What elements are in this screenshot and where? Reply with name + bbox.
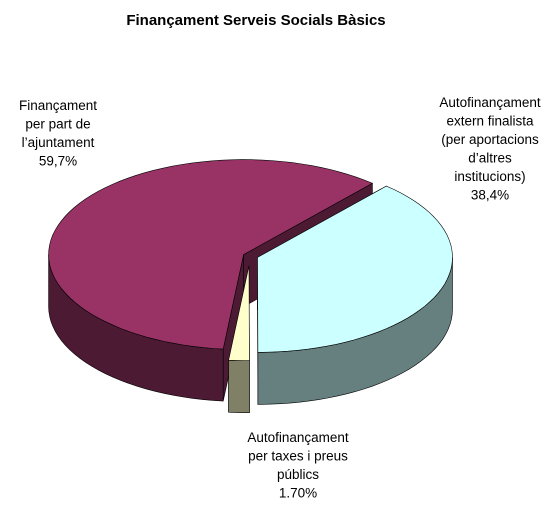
slice-label-0-line-3: 59,7% [39, 154, 77, 169]
chart-title: Finançament Serveis Socials Bàsics [126, 12, 385, 29]
slice-label-2-line-3: 1.70% [279, 486, 317, 501]
slice-label-1-line-2: (per aportacions [441, 132, 539, 147]
slice-label-0: Finançament per part de l’ajuntament 59,7% [19, 98, 97, 169]
slice-label-1-line-4: institucions) [454, 169, 525, 184]
slice-label-0-line-2: l’ajuntament [22, 135, 95, 150]
slice-label-2-line-2: públics [277, 467, 319, 482]
slice-label-2-line-1: per taxes i preus [248, 449, 348, 464]
slice-label-2: Autofinançament per taxes i preus públics 1… [247, 430, 349, 501]
slice-label-1: Autofinançament extern finalista (per apor… [439, 95, 541, 203]
slice-label-0-line-1: per part de [25, 117, 90, 132]
slice-label-1-line-3: d’altres [468, 151, 512, 166]
slice-label-0-line-0: Finançament [19, 98, 97, 113]
pie-slice-side-2-0 [229, 360, 250, 413]
slice-label-1-line-0: Autofinançament [439, 95, 541, 110]
slice-label-1-line-5: 38,4% [471, 188, 509, 203]
slice-label-2-line-0: Autofinançament [247, 430, 349, 445]
slice-label-1-line-1: extern finalista [446, 114, 534, 129]
